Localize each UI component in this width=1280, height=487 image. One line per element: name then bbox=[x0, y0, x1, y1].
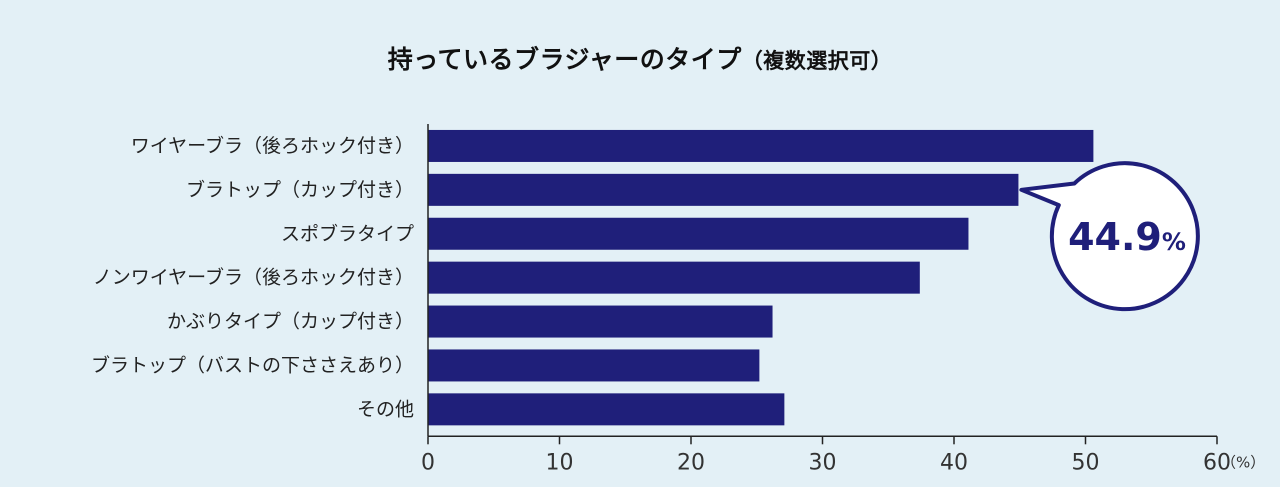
x-tick-label: 20 bbox=[677, 450, 705, 475]
bar bbox=[428, 393, 785, 426]
callout-value-label: 44.9% bbox=[1068, 215, 1186, 259]
chart-title: 持っているブラジャーのタイプ（複数選択可） bbox=[0, 40, 1280, 76]
x-tick-label: 0 bbox=[421, 450, 435, 475]
category-label: スポブラタイプ bbox=[281, 222, 414, 245]
bars bbox=[428, 129, 1094, 426]
callout-unit: % bbox=[1162, 228, 1186, 256]
category-label: ワイヤーブラ（後ろホック付き） bbox=[131, 134, 414, 157]
bar bbox=[428, 129, 1094, 162]
category-labels: ワイヤーブラ（後ろホック付き） ブラトップ（カップ付き） スポブラタイプノンワイヤー… bbox=[91, 134, 414, 420]
chart-title-note: （複数選択可） bbox=[741, 49, 893, 73]
category-label: ブラトップ（カップ付き） bbox=[186, 178, 414, 201]
x-tick-label: 50 bbox=[1072, 450, 1100, 475]
x-tick-label: 10 bbox=[546, 450, 574, 475]
bar bbox=[428, 305, 773, 338]
category-label: その他 bbox=[357, 398, 414, 420]
bar bbox=[428, 217, 969, 250]
category-label: ブラトップ（バストの下ささえあり） bbox=[91, 353, 414, 376]
bar bbox=[428, 173, 1019, 206]
callout-value: 44.9 bbox=[1068, 215, 1162, 259]
x-tick-label: 30 bbox=[809, 450, 837, 475]
x-tick-label: 40 bbox=[940, 450, 968, 475]
chart-title-main: 持っているブラジャーのタイプ bbox=[387, 45, 742, 74]
x-ticks: 0 10 20 30 40 50 60 bbox=[421, 436, 1231, 475]
x-tick-label: 60 bbox=[1203, 450, 1231, 475]
category-label: ノンワイヤーブラ（後ろホック付き） bbox=[93, 266, 414, 289]
callout-bubble bbox=[1019, 161, 1200, 312]
category-label: かぶりタイプ（カップ付き） bbox=[167, 311, 414, 333]
bar bbox=[428, 261, 920, 294]
x-unit-label: （%） bbox=[1221, 453, 1265, 471]
callout: 44.9% bbox=[1019, 161, 1200, 312]
bar bbox=[428, 349, 760, 382]
